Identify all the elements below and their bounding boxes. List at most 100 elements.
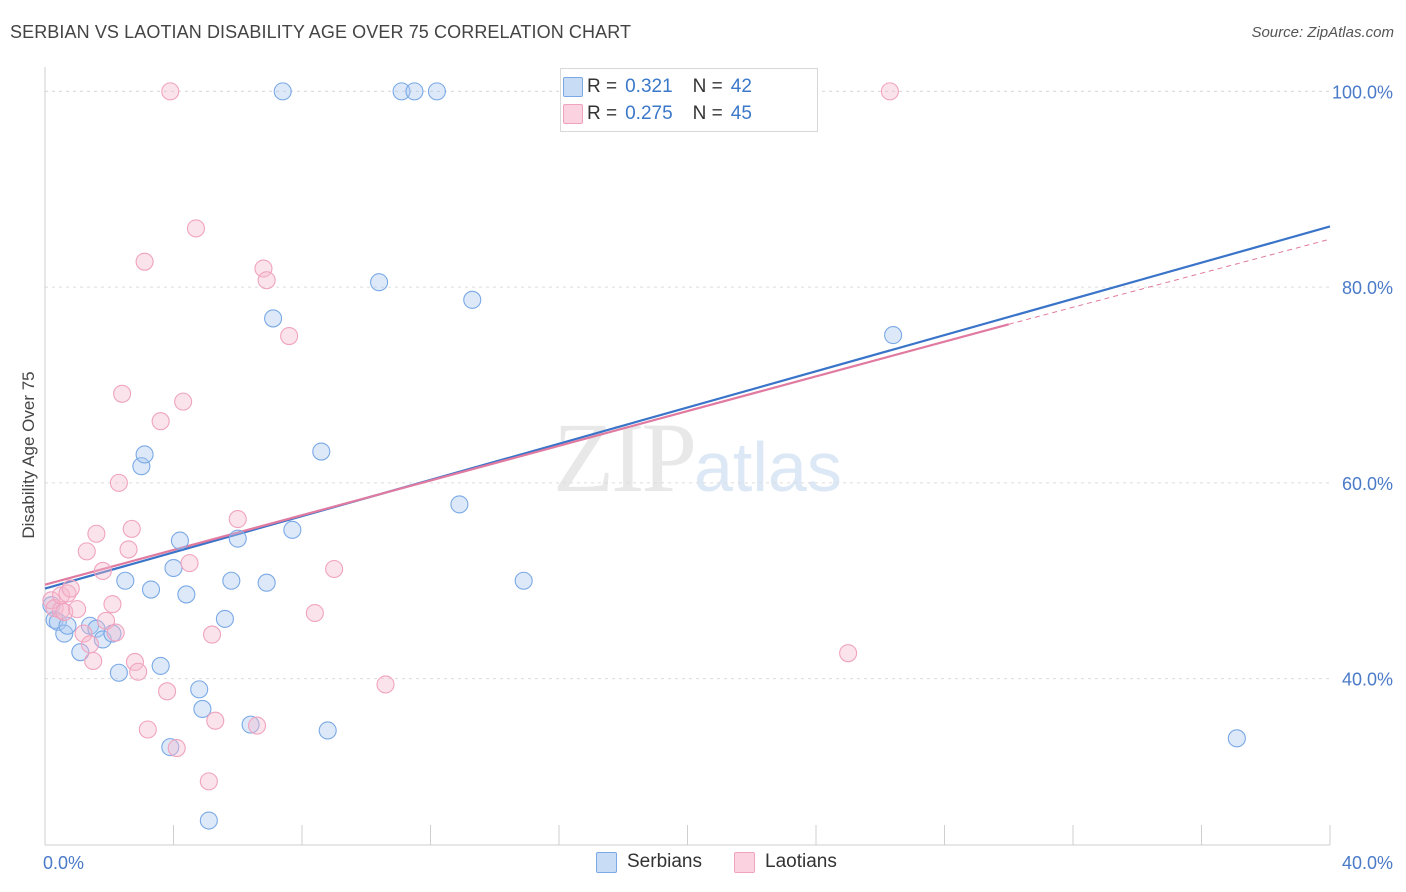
point-serbians	[405, 82, 424, 101]
point-laotians	[376, 675, 395, 694]
point-laotians	[129, 662, 148, 681]
point-laotians	[84, 651, 103, 671]
legend-swatch-laotians	[563, 104, 583, 124]
point-serbians	[215, 609, 234, 628]
point-laotians	[257, 271, 276, 290]
legend-n-label: N =	[692, 76, 723, 97]
legend-swatch-serbians	[563, 77, 583, 97]
point-serbians	[463, 290, 482, 309]
point-serbians	[241, 715, 260, 734]
point-laotians	[109, 473, 128, 492]
source-credit: Source: ZipAtlas.com	[1251, 24, 1394, 41]
watermark: ZIPatlas	[553, 400, 842, 515]
point-serbians	[71, 643, 90, 662]
point-serbians	[109, 663, 128, 682]
point-serbians	[161, 738, 180, 757]
chart-title: SERBIAN VS LAOTIAN DISABILITY AGE OVER 7…	[10, 22, 632, 42]
point-serbians	[450, 495, 469, 514]
point-serbians	[135, 445, 154, 464]
watermark-zip: ZIP	[553, 402, 697, 513]
point-laotians	[119, 540, 138, 559]
point-laotians	[203, 625, 222, 644]
legend-item-serbians[interactable]: Serbians	[596, 851, 702, 873]
point-laotians	[122, 519, 141, 538]
point-laotians	[93, 561, 112, 581]
legend-r-label: R =	[587, 76, 618, 97]
gridlines	[45, 90, 1330, 680]
point-laotians	[52, 601, 71, 620]
axes	[44, 67, 1331, 846]
legend-label-laotians: Laotians	[765, 851, 837, 872]
point-serbians	[392, 82, 411, 101]
watermark-atlas: atlas	[694, 428, 842, 506]
point-serbians	[228, 529, 247, 548]
point-serbians	[151, 656, 170, 675]
legend-n-label: N =	[692, 103, 723, 124]
point-serbians	[190, 680, 209, 699]
point-serbians	[257, 573, 276, 592]
point-serbians	[318, 721, 337, 740]
legend-n-value: 45	[730, 103, 752, 124]
point-laotians	[151, 412, 170, 431]
point-serbians	[283, 520, 302, 539]
point-laotians	[135, 252, 154, 271]
y-axis-title: Disability Age Over 75	[19, 371, 38, 538]
point-serbians	[141, 580, 161, 599]
point-serbians	[1227, 729, 1246, 748]
point-laotians	[880, 82, 899, 101]
point-laotians	[161, 82, 180, 101]
point-laotians	[138, 720, 157, 739]
point-laotians	[80, 635, 100, 654]
point-laotians	[180, 554, 199, 573]
point-serbians	[193, 699, 212, 719]
x-tick-label: 40.0%	[1342, 853, 1393, 873]
point-laotians	[199, 772, 218, 791]
point-serbians	[199, 811, 218, 830]
point-laotians	[228, 510, 247, 529]
point-laotians	[77, 542, 96, 561]
legend-r-value: 0.275	[625, 103, 673, 124]
point-serbians	[116, 571, 135, 590]
trend-line-laotians	[44, 323, 1010, 586]
y-tick-label: 60.0%	[1342, 474, 1393, 494]
point-serbians	[48, 612, 67, 631]
point-laotians	[174, 392, 193, 411]
legend-swatch-serbians	[596, 851, 617, 873]
point-serbians	[177, 585, 196, 604]
point-laotians	[74, 624, 93, 643]
point-laotians	[839, 644, 858, 663]
point-serbians	[132, 457, 151, 476]
y-tick-label: 40.0%	[1342, 670, 1393, 690]
y-tick-label: 80.0%	[1342, 278, 1393, 298]
point-laotians	[87, 524, 106, 543]
point-serbians	[312, 442, 331, 461]
legend-item-laotians[interactable]: Laotians	[734, 851, 837, 873]
point-laotians	[206, 711, 225, 730]
point-laotians	[186, 219, 206, 238]
legend-row-serbians: R = 0.321 N = 42	[563, 74, 752, 100]
point-serbians	[164, 558, 183, 578]
correlation-legend: R = 0.321 N = 42 R = 0.275 N = 45	[560, 68, 818, 132]
trend-line-laotians-extension	[1008, 238, 1331, 325]
point-laotians	[325, 559, 344, 579]
point-laotians	[305, 603, 324, 623]
point-laotians	[280, 326, 299, 346]
series-legend: Serbians Laotians	[596, 851, 869, 873]
point-laotians	[106, 623, 125, 642]
data-points	[42, 82, 1246, 830]
point-serbians	[170, 531, 189, 550]
point-laotians	[113, 384, 132, 403]
point-laotians	[61, 579, 80, 598]
y-tick-label: 100.0%	[1332, 82, 1393, 102]
point-serbians	[427, 82, 446, 101]
point-laotians	[58, 584, 77, 603]
point-laotians	[68, 600, 87, 619]
point-serbians	[264, 309, 283, 328]
legend-r-label: R =	[587, 103, 618, 124]
point-serbians	[222, 571, 241, 590]
point-laotians	[247, 716, 267, 735]
legend-r-value: 0.321	[625, 76, 673, 97]
point-laotians	[254, 259, 273, 278]
legend-label-serbians: Serbians	[627, 851, 702, 872]
